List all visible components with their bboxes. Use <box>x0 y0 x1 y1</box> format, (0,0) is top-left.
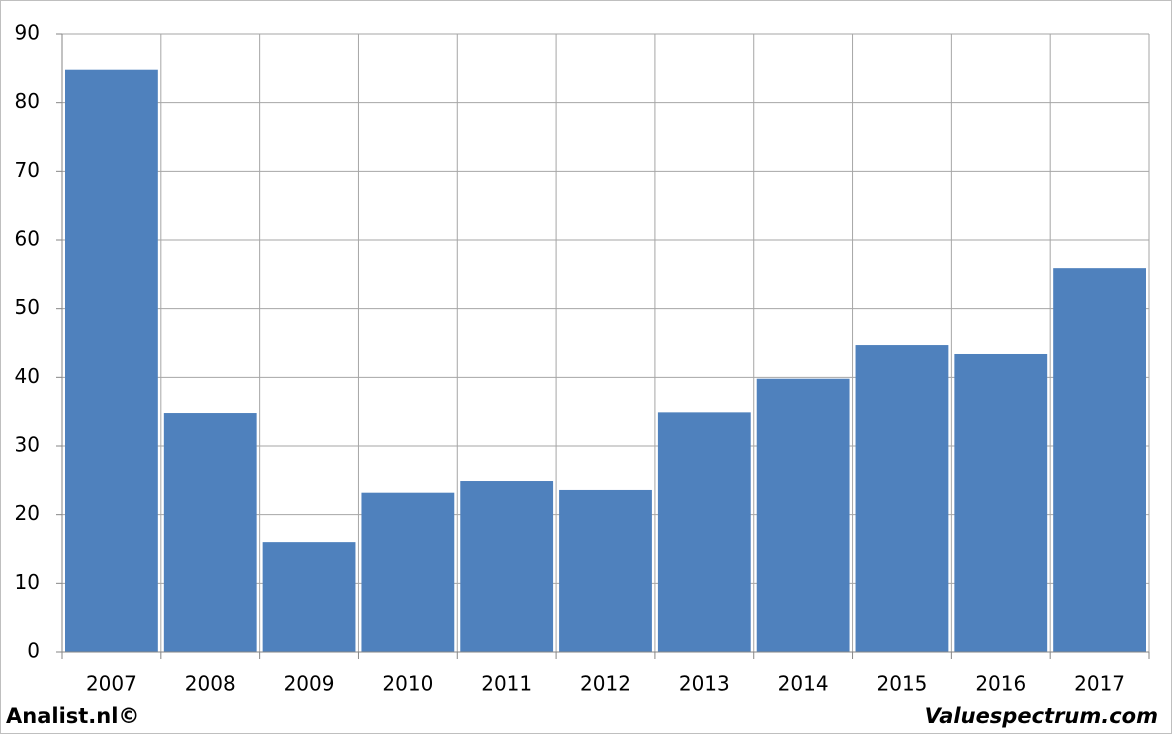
x-tick-label: 2011 <box>481 672 532 696</box>
x-tick-label: 2009 <box>284 672 335 696</box>
y-tick-label: 90 <box>15 21 40 45</box>
footer-left: Analist.nl© <box>6 704 139 728</box>
bar <box>460 481 554 652</box>
x-tick-label: 2013 <box>679 672 730 696</box>
y-tick-label: 80 <box>15 89 40 113</box>
bar <box>262 542 356 652</box>
x-tick-label: 2015 <box>877 672 928 696</box>
x-tick-label: 2010 <box>382 672 433 696</box>
bar <box>559 489 652 652</box>
x-tick-label: 2007 <box>86 672 137 696</box>
bar <box>361 492 455 652</box>
bar <box>657 412 751 652</box>
bar <box>954 353 1048 652</box>
bar <box>163 413 257 652</box>
y-tick-label: 30 <box>15 433 40 457</box>
x-tick-label: 2008 <box>185 672 236 696</box>
y-tick-label: 0 <box>27 639 40 663</box>
y-tick-label: 70 <box>15 158 40 182</box>
y-tick-label: 60 <box>15 227 40 251</box>
y-tick-label: 10 <box>15 570 40 594</box>
footer-right: Valuespectrum.com <box>925 704 1158 728</box>
y-tick-label: 50 <box>15 295 40 319</box>
bar <box>65 69 158 652</box>
x-tick-label: 2012 <box>580 672 631 696</box>
x-tick-label: 2017 <box>1074 672 1125 696</box>
bar <box>1053 268 1146 652</box>
y-tick-label: 20 <box>15 501 40 525</box>
bar <box>855 345 949 652</box>
y-tick-label: 40 <box>15 364 40 388</box>
x-tick-label: 2016 <box>975 672 1026 696</box>
bar <box>756 378 850 652</box>
x-tick-label: 2014 <box>778 672 829 696</box>
